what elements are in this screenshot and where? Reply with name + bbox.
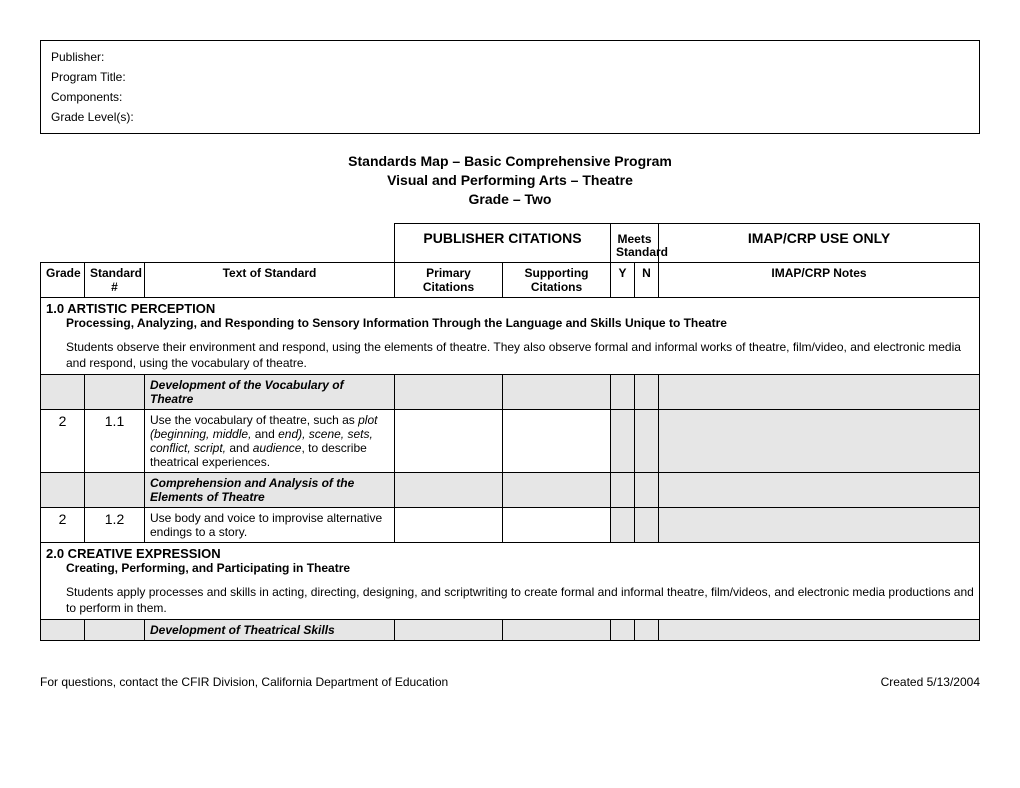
row-1-2-n <box>635 508 659 543</box>
row-1-1-n <box>635 410 659 473</box>
cell-blank <box>611 473 635 508</box>
cell-blank <box>395 473 503 508</box>
cell-blank <box>41 473 85 508</box>
row-1-2-primary <box>395 508 503 543</box>
program-title-label: Program Title: <box>51 67 969 87</box>
text-mid1: and <box>255 427 278 441</box>
row-1-2-grade: 2 <box>41 508 85 543</box>
footer-created: Created 5/13/2004 <box>881 675 980 689</box>
row-1-1-notes <box>659 410 980 473</box>
section-1-heading: 1.0 ARTISTIC PERCEPTION <box>46 301 974 316</box>
col-text-standard: Text of Standard <box>145 263 395 298</box>
subheading-vocabulary: Development of the Vocabulary of Theatre <box>145 375 395 410</box>
cell-blank <box>503 375 611 410</box>
footer-contact: For questions, contact the CFIR Division… <box>40 675 761 689</box>
page-footer: For questions, contact the CFIR Division… <box>40 675 980 689</box>
grade-levels-label: Grade Level(s): <box>51 107 969 127</box>
row-1-1-primary <box>395 410 503 473</box>
col-y: Y <box>611 263 635 298</box>
cell-blank <box>395 620 503 641</box>
subheading-theatrical-skills: Development of Theatrical Skills <box>145 620 395 641</box>
section-2-sub: Creating, Performing, and Participating … <box>66 561 974 575</box>
cell-blank <box>503 620 611 641</box>
row-1-1-std: 1.1 <box>85 410 145 473</box>
section-1-sub: Processing, Analyzing, and Responding to… <box>66 316 974 330</box>
cell-blank <box>41 375 85 410</box>
section-2: 2.0 CREATIVE EXPRESSION Creating, Perfor… <box>41 543 980 620</box>
cell-blank <box>659 375 980 410</box>
col-supporting-citations: Supporting Citations <box>503 263 611 298</box>
col-standard-num: Standard # <box>85 263 145 298</box>
text-pre: Use the vocabulary of theatre, such as <box>150 413 358 427</box>
row-1-1-y <box>611 410 635 473</box>
cell-blank <box>395 375 503 410</box>
section-2-body: Students apply processes and skills in a… <box>66 585 974 616</box>
components-label: Components: <box>51 87 969 107</box>
publisher-info-box: Publisher: Program Title: Components: Gr… <box>40 40 980 134</box>
row-1-1-supporting <box>503 410 611 473</box>
section-2-heading: 2.0 CREATIVE EXPRESSION <box>46 546 974 561</box>
col-grade: Grade <box>41 263 85 298</box>
text-it3: audience <box>253 441 302 455</box>
cell-blank <box>85 620 145 641</box>
row-1-2-y <box>611 508 635 543</box>
row-1-2-supporting <box>503 508 611 543</box>
subheading-comprehension: Comprehension and Analysis of the Elemen… <box>145 473 395 508</box>
col-primary-citations: Primary Citations <box>395 263 503 298</box>
publisher-label: Publisher: <box>51 47 969 67</box>
cell-blank <box>659 620 980 641</box>
row-1-2-std: 1.2 <box>85 508 145 543</box>
standards-table: PUBLISHER CITATIONS IMAP/CRP USE ONLY Me… <box>40 223 980 642</box>
cell-blank <box>635 473 659 508</box>
header-imap-use: IMAP/CRP USE ONLY <box>659 223 980 262</box>
header-publisher-citations: PUBLISHER CITATIONS <box>395 223 611 262</box>
cell-blank <box>611 620 635 641</box>
cell-blank <box>85 473 145 508</box>
row-1-1-grade: 2 <box>41 410 85 473</box>
text-mid2: and <box>229 441 252 455</box>
title-line-3: Grade – Two <box>40 190 980 209</box>
row-1-2-notes <box>659 508 980 543</box>
title-line-2: Visual and Performing Arts – Theatre <box>40 171 980 190</box>
section-1-body: Students observe their environment and r… <box>66 340 974 371</box>
row-1-2-text: Use body and voice to improvise alternat… <box>145 508 395 543</box>
cell-blank <box>635 375 659 410</box>
page-title: Standards Map – Basic Comprehensive Prog… <box>40 152 980 209</box>
row-1-1-text: Use the vocabulary of theatre, such as p… <box>145 410 395 473</box>
cell-blank <box>635 620 659 641</box>
col-imap-notes: IMAP/CRP Notes <box>659 263 980 298</box>
title-line-1: Standards Map – Basic Comprehensive Prog… <box>40 152 980 171</box>
cell-blank <box>659 473 980 508</box>
cell-blank <box>503 473 611 508</box>
section-1: 1.0 ARTISTIC PERCEPTION Processing, Anal… <box>41 298 980 375</box>
cell-blank <box>85 375 145 410</box>
cell-blank <box>611 375 635 410</box>
cell-blank <box>41 620 85 641</box>
header-meets-standard: Meets Standard <box>611 230 659 263</box>
col-n: N <box>635 263 659 298</box>
